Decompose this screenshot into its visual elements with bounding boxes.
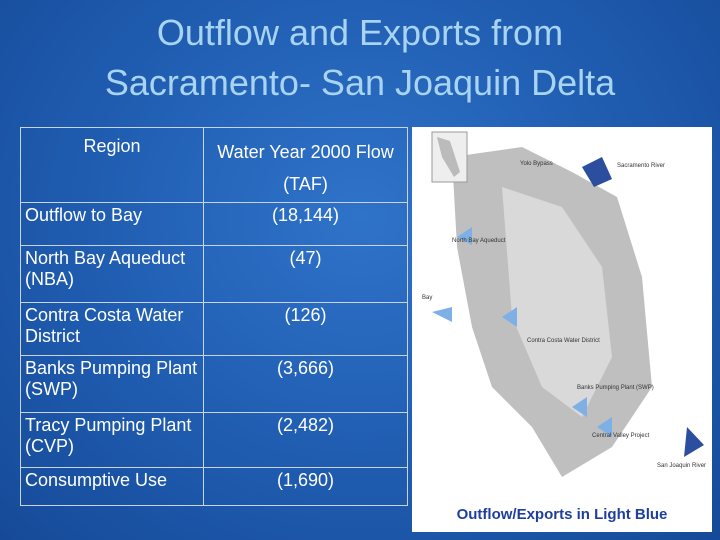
- map-label: San Joaquin River: [657, 463, 706, 469]
- map-label: Bay: [422, 295, 432, 301]
- flow-value: (18,144): [203, 202, 408, 246]
- outflow-arrow: [432, 307, 452, 322]
- flow-value: (126): [203, 302, 408, 356]
- outflow-arrow: [457, 227, 472, 245]
- column-header: Water Year 2000 Flow (TAF): [203, 127, 408, 203]
- column-header: Region: [20, 127, 204, 203]
- title-line: Outflow and Exports from: [156, 12, 564, 53]
- map-label: North Bay Aqueduct: [452, 238, 506, 244]
- region-name: Tracy Pumping Plant (CVP): [20, 412, 204, 468]
- flow-value: (2,482): [203, 412, 408, 468]
- flow-table: Region Water Year 2000 Flow (TAF) Outflo…: [20, 127, 408, 506]
- delta-map: Sacramento River Yolo Bypass North Bay Aqu…: [412, 127, 712, 500]
- flow-value: (1,690): [203, 467, 408, 506]
- region-name: Banks Pumping Plant (SWP): [20, 355, 204, 413]
- inflow-arrow: [582, 157, 612, 187]
- region-name: North Bay Aqueduct (NBA): [20, 245, 204, 303]
- title-line: Sacramento- San Joaquin Delta: [104, 62, 616, 103]
- map-label: Banks Pumping Plant (SWP): [577, 385, 654, 391]
- map-label: Central Valley Project: [592, 433, 650, 439]
- region-name: Outflow to Bay: [20, 202, 204, 246]
- outflow-arrow: [502, 307, 517, 327]
- outflow-arrow: [572, 397, 587, 417]
- inset-state: [437, 137, 460, 177]
- map-label: Yolo Bypass: [520, 161, 553, 167]
- inflow-arrow: [684, 427, 704, 457]
- delta-core: [502, 187, 612, 417]
- region-name: Consumptive Use: [20, 467, 204, 506]
- flow-value: (47): [203, 245, 408, 303]
- map-caption: Outflow/Exports in Light Blue: [412, 500, 712, 532]
- map-label: Sacramento River: [617, 163, 665, 169]
- map-label: Contra Costa Water District: [527, 338, 600, 344]
- region-name: Contra Costa Water District: [20, 302, 204, 356]
- flow-value: (3,666): [203, 355, 408, 413]
- outflow-arrow: [597, 417, 612, 437]
